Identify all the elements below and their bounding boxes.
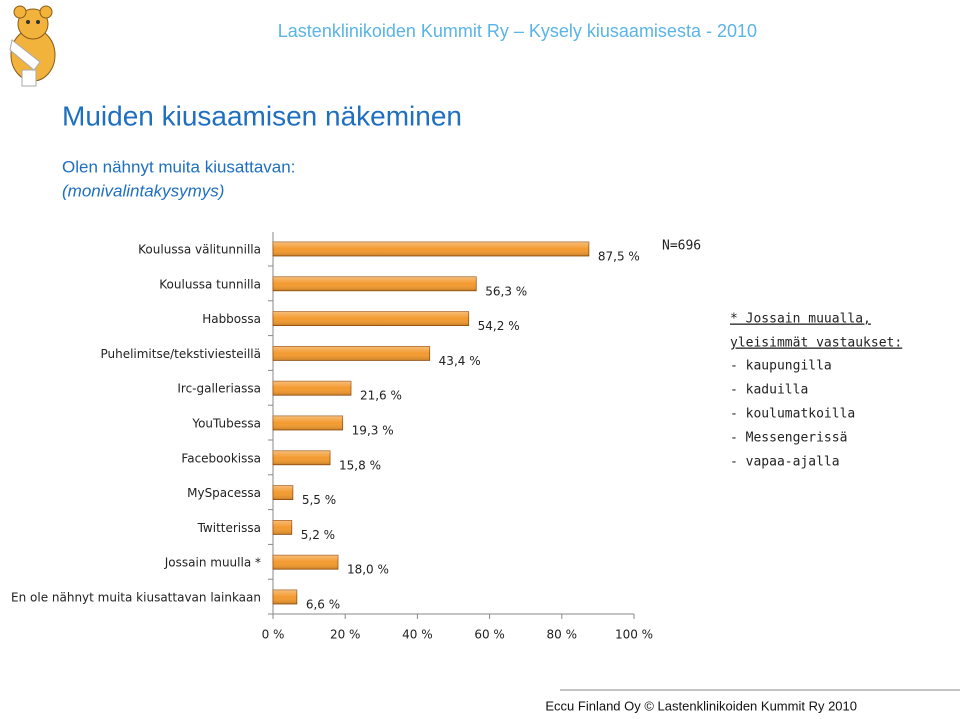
- slide-title: Muiden kiusaamisen näkeminen: [62, 100, 462, 131]
- bar-shade: [273, 555, 338, 570]
- bar-shade: [273, 485, 293, 500]
- value-label: 6,6 %: [306, 598, 340, 612]
- value-label: 56,3 %: [485, 284, 527, 298]
- value-label: 19,3 %: [352, 424, 394, 438]
- y-tick-label: Koulussa tunnilla: [159, 277, 261, 291]
- note-item: - kaupungilla: [730, 359, 832, 374]
- bar-shade: [273, 381, 351, 396]
- annotation: N=696: [662, 239, 701, 254]
- header: Lastenklinikoiden Kummit Ry – Kysely kiu…: [278, 21, 757, 41]
- value-label: 18,0 %: [347, 563, 389, 577]
- value-label: 87,5 %: [598, 250, 640, 264]
- note: * Jossain muualla, yleisimmät vastaukset:…: [730, 312, 902, 470]
- footer: Eccu Finland Oy © Lastenklinikoiden Kumm…: [545, 698, 857, 713]
- y-tick-label: Habbossa: [202, 312, 261, 326]
- note-item: - vapaa-ajalla: [730, 455, 840, 470]
- y-tick-label: En ole nähnyt muita kiusattavan lainkaan: [11, 591, 261, 605]
- bar-shade: [273, 416, 343, 430]
- value-label: 5,2 %: [301, 528, 335, 542]
- value-label: 21,6 %: [360, 389, 402, 403]
- x-tick-label: 100 %: [615, 628, 653, 642]
- bar-shade: [273, 520, 292, 535]
- bar-shade: [273, 590, 297, 604]
- y-tick-label: MySpacessa: [187, 486, 261, 500]
- note-heading: yleisimmät vastaukset:: [730, 336, 902, 351]
- value-label: 54,2 %: [478, 319, 520, 333]
- y-tick-label: Puhelimitse/tekstiviesteillä: [100, 347, 261, 361]
- note-item: - Messengerissä: [730, 431, 847, 446]
- note-item: - kaduilla: [730, 383, 808, 398]
- logo: [9, 5, 56, 87]
- x-tick-label: 60 %: [474, 628, 505, 642]
- subtitle: (monivalintakysymys): [62, 181, 224, 200]
- y-tick-label: Facebookissa: [181, 451, 261, 465]
- value-label: 43,4 %: [439, 354, 481, 368]
- x-tick-label: 0 %: [262, 628, 285, 642]
- bar-shade: [273, 346, 430, 361]
- bar-shade: [273, 276, 477, 291]
- y-tick-label: Twitterissa: [197, 521, 261, 535]
- y-tick-label: Koulussa välitunnilla: [138, 243, 261, 257]
- value-label: 5,5 %: [302, 493, 336, 507]
- value-label: 15,8 %: [339, 458, 381, 472]
- note-item: - koulumatkoilla: [730, 407, 855, 422]
- bar-shade: [273, 450, 331, 465]
- bar-shade: [273, 242, 589, 256]
- bar-shade: [273, 311, 469, 326]
- x-tick-label: 40 %: [402, 628, 433, 642]
- x-tick-label: 80 %: [547, 628, 578, 642]
- y-tick-label: Jossain muulla *: [164, 556, 261, 570]
- y-tick-label: YouTubessa: [191, 417, 261, 431]
- y-tick-label: Irc-galleriassa: [177, 382, 261, 396]
- note-heading: * Jossain muualla,: [730, 312, 871, 327]
- subtitle: Olen nähnyt muita kiusattavan:: [62, 157, 295, 176]
- x-tick-label: 20 %: [330, 628, 361, 642]
